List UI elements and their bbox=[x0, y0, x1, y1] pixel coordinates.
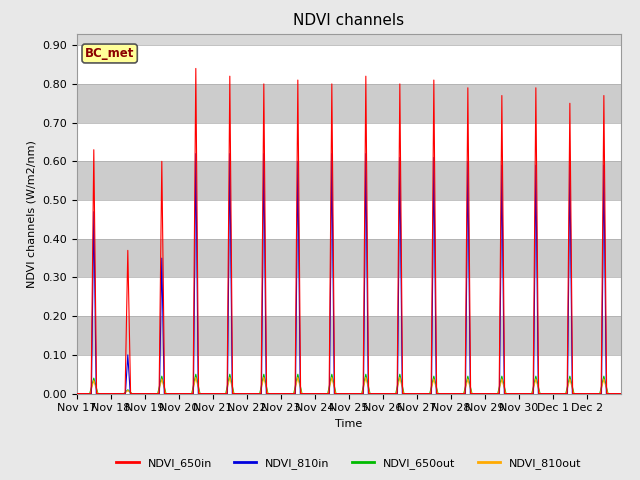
Bar bbox=[77, 161, 621, 200]
Bar bbox=[77, 239, 621, 277]
Legend: NDVI_650in, NDVI_810in, NDVI_650out, NDVI_810out: NDVI_650in, NDVI_810in, NDVI_650out, NDV… bbox=[112, 453, 586, 473]
X-axis label: Time: Time bbox=[335, 419, 362, 429]
Title: NDVI channels: NDVI channels bbox=[293, 13, 404, 28]
Bar bbox=[77, 316, 621, 355]
Bar bbox=[77, 122, 621, 161]
Bar bbox=[77, 45, 621, 84]
Bar bbox=[77, 355, 621, 394]
Y-axis label: NDVI channels (W/m2/nm): NDVI channels (W/m2/nm) bbox=[27, 140, 36, 288]
Bar bbox=[77, 277, 621, 316]
Bar bbox=[77, 200, 621, 239]
Text: BC_met: BC_met bbox=[85, 47, 134, 60]
Bar bbox=[77, 84, 621, 122]
